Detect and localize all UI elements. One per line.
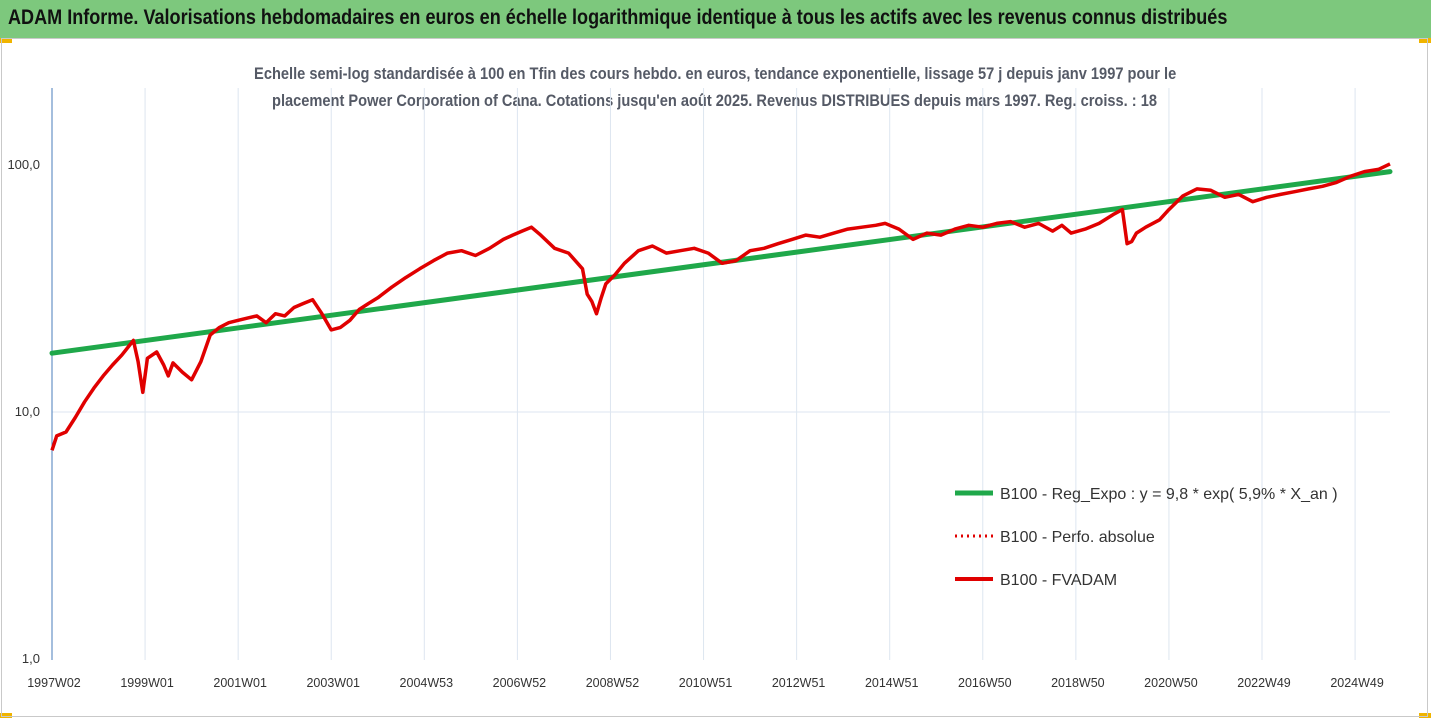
legend-label: B100 - FVADAM bbox=[1000, 572, 1117, 589]
x-tick-label: 1999W01 bbox=[120, 676, 174, 690]
chart-title-line-2: placement Power Corporation of Cana. Cot… bbox=[60, 91, 1370, 111]
corner-marker-top-right bbox=[1419, 38, 1431, 43]
legend-label: B100 - Reg_Expo : y = 9,8 * exp( 5,9% * … bbox=[1000, 486, 1338, 503]
y-tick-label: 10,0 bbox=[15, 404, 40, 419]
x-tick-label: 2022W49 bbox=[1237, 676, 1291, 690]
x-tick-label: 2003W01 bbox=[306, 676, 360, 690]
x-tick-label: 2024W49 bbox=[1330, 676, 1384, 690]
x-tick-label: 2014W51 bbox=[865, 676, 919, 690]
report-banner: ADAM Informe. Valorisations hebdomadaire… bbox=[0, 0, 1431, 39]
chart-frame bbox=[1, 38, 1428, 717]
x-tick-label: 2008W52 bbox=[586, 676, 640, 690]
fvadam-line-series bbox=[50, 162, 1391, 451]
corner-marker-bottom-left bbox=[0, 713, 12, 718]
x-tick-label: 2016W50 bbox=[958, 676, 1012, 690]
chart-title-line-2-text: placement Power Corporation of Cana. Cot… bbox=[272, 91, 1158, 110]
y-tick-label: 100,0 bbox=[7, 157, 40, 172]
x-tick-label: 2010W51 bbox=[679, 676, 733, 690]
x-tick-label: 1997W02 bbox=[27, 676, 81, 690]
chart-title-line-1: Echelle semi-log standardisée à 100 en T… bbox=[60, 64, 1370, 84]
corner-marker-top-left bbox=[0, 38, 12, 43]
legend-label: B100 - Perfo. absolue bbox=[1000, 529, 1155, 546]
x-tick-label: 2020W50 bbox=[1144, 676, 1198, 690]
chart-title-line-1-text: Echelle semi-log standardisée à 100 en T… bbox=[253, 64, 1177, 83]
x-tick-label: 2004W53 bbox=[400, 676, 454, 690]
x-tick-label: 2012W51 bbox=[772, 676, 826, 690]
corner-marker-bottom-right bbox=[1419, 713, 1431, 718]
y-tick-label: 1,0 bbox=[22, 651, 40, 666]
x-tick-label: 2018W50 bbox=[1051, 676, 1105, 690]
report-title: ADAM Informe. Valorisations hebdomadaire… bbox=[8, 6, 1228, 29]
x-tick-label: 2001W01 bbox=[213, 676, 267, 690]
x-tick-label: 2006W52 bbox=[493, 676, 547, 690]
